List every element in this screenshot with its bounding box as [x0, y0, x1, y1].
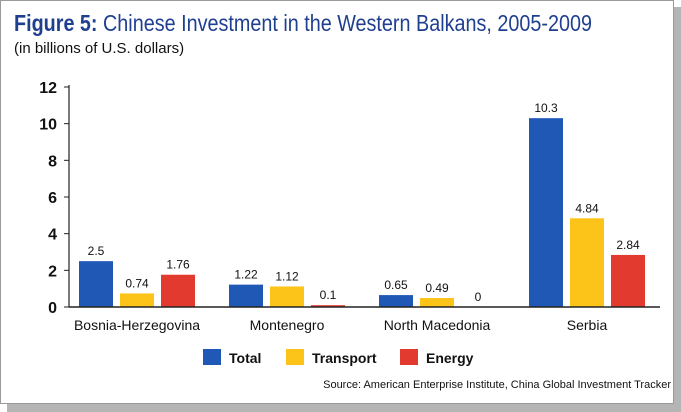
drop-shadow-right	[674, 7, 681, 412]
data-label: 0.49	[425, 281, 449, 295]
bar-transport	[270, 286, 304, 307]
drop-shadow-bottom	[7, 404, 681, 412]
data-label: 1.12	[275, 269, 299, 283]
data-label: 2.84	[616, 238, 640, 252]
y-tick-label: 0	[48, 300, 57, 317]
chart-title: Figure 5: Chinese Investment in the West…	[14, 9, 592, 37]
data-label: 2.5	[88, 244, 105, 258]
title-text: Chinese Investment in the Western Balkan…	[103, 10, 592, 36]
y-tick-label: 6	[48, 190, 57, 207]
y-tick-label: 4	[48, 227, 57, 244]
bar-transport	[120, 293, 154, 307]
data-label: 10.3	[534, 101, 558, 115]
legend-swatch-total	[203, 349, 221, 365]
source-note: Source: American Enterprise Institute, C…	[323, 379, 671, 391]
y-tick-label: 12	[39, 80, 57, 97]
category-label: North Macedonia	[384, 317, 491, 333]
bar-chart: 0 2 4 6 8 10 12 2.5 1.22 0.65 10.3 0.74 1.12 0.49 4.84…	[39, 80, 660, 366]
bar-energy	[161, 274, 195, 307]
y-tick-label: 10	[39, 117, 57, 134]
legend-label-energy: Energy	[426, 350, 474, 366]
category-label: Montenegro	[250, 317, 325, 333]
data-label: 0.74	[125, 276, 149, 290]
data-label: 0	[475, 290, 482, 304]
data-label: 0.65	[384, 278, 408, 292]
category-label: Serbia	[567, 317, 608, 333]
legend-label-total: Total	[229, 350, 261, 366]
data-label: 1.76	[166, 258, 190, 272]
legend-swatch-transport	[286, 349, 304, 365]
bar-total	[79, 261, 113, 307]
bar-total	[379, 295, 413, 307]
bar-energy	[611, 254, 645, 307]
chart-subtitle: (in billions of U.S. dollars)	[14, 40, 185, 57]
category-label: Bosnia-Herzegovina	[74, 317, 200, 333]
y-tick-label: 2	[48, 263, 57, 280]
figure-number: Figure 5:	[14, 10, 98, 36]
legend-swatch-energy	[400, 349, 418, 365]
data-label: 0.1	[320, 288, 337, 302]
bar-total	[229, 284, 263, 307]
data-label: 4.84	[575, 201, 599, 215]
y-tick-label: 8	[48, 153, 57, 170]
bar-transport	[420, 298, 454, 307]
bar-transport	[570, 218, 604, 307]
bar-total	[529, 118, 563, 308]
bar-energy	[311, 305, 345, 307]
data-label: 1.22	[234, 268, 258, 282]
legend-label-transport: Transport	[312, 350, 377, 366]
